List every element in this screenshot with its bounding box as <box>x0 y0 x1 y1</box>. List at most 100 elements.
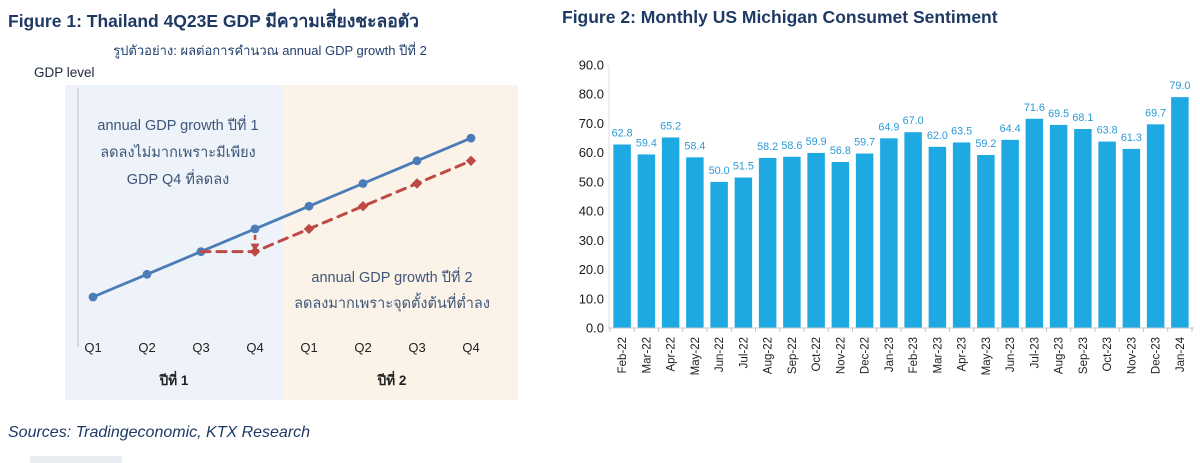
bar-value-label: 50.0 <box>709 165 730 177</box>
gdp-actual-marker <box>466 133 476 143</box>
bar <box>1098 141 1116 328</box>
bar-value-label: 63.5 <box>951 125 972 137</box>
x-tick-label: Nov-23 <box>1126 337 1138 374</box>
y-tick-label: 30.0 <box>579 233 604 248</box>
bar-value-label: 79.0 <box>1169 80 1190 92</box>
x-tick-label: Apr-23 <box>957 337 969 372</box>
x-tick-label: Q3 <box>192 340 209 355</box>
x-tick-label: Oct-22 <box>811 337 823 372</box>
bar-value-label: 61.3 <box>1121 132 1142 144</box>
sources-note: Sources: Tradingeconomic, KTX Research <box>8 424 311 441</box>
bar <box>686 157 704 328</box>
x-tick-label: Sep-22 <box>787 337 799 374</box>
bar <box>928 146 947 328</box>
bar <box>1074 128 1092 328</box>
year1-background <box>65 85 283 400</box>
x-tick-label: Q4 <box>246 340 263 355</box>
bar-value-label: 58.6 <box>781 140 802 152</box>
x-tick-label: Feb-22 <box>617 337 629 373</box>
bar <box>710 181 728 328</box>
y-tick-label: 80.0 <box>579 87 604 102</box>
bar-value-label: 59.9 <box>806 136 827 148</box>
bar <box>758 157 777 328</box>
x-tick-label: Q1 <box>300 340 317 355</box>
figure1-title: Figure 1: Thailand 4Q23E GDP มีความเสี่ย… <box>8 11 419 31</box>
figure2-title: Figure 2: Monthly US Michigan Consumet S… <box>562 7 998 27</box>
y-tick-label: 0.0 <box>586 321 604 336</box>
gdp-revised-marker <box>465 155 477 166</box>
x-tick-label: Q2 <box>138 340 155 355</box>
x-tick-label: Q1 <box>84 340 101 355</box>
gdp-actual-marker <box>412 156 422 166</box>
bar-value-label: 58.4 <box>684 140 705 152</box>
x-tick-label: Q4 <box>462 340 479 355</box>
bar <box>661 137 680 328</box>
figure2-sentiment-bar-chart: 0.0 10.0 20.0 30.0 40.0 50.0 60.0 70.0 80.0 90.0 6… <box>579 58 1194 375</box>
y-tick-label: 70.0 <box>579 116 604 131</box>
bar-value-label: 69.7 <box>1145 107 1166 119</box>
footer-smudge <box>30 456 122 463</box>
bar-value-label: 59.4 <box>636 137 657 149</box>
gdp-actual-marker <box>88 292 98 302</box>
x-tick-label: Jun-22 <box>714 337 726 372</box>
bar <box>1049 124 1068 329</box>
x-tick-label: May-23 <box>981 337 993 375</box>
bar <box>613 144 631 328</box>
bar-value-label: 58.2 <box>757 141 778 153</box>
bar-value-label: 62.8 <box>612 127 633 139</box>
x-tick-label: May-22 <box>690 337 702 375</box>
annotation-year2-line: annual GDP growth ปีที่ 2 <box>311 267 472 286</box>
bar <box>807 152 825 328</box>
gdp-actual-marker <box>250 224 260 234</box>
gdp-actual-line <box>91 136 473 299</box>
gdp-revised-line <box>199 159 473 254</box>
x-tick-label: Apr-22 <box>666 337 678 372</box>
bar <box>977 155 995 328</box>
annotation-year1-line: annual GDP growth ปีที่ 1 <box>97 115 258 134</box>
y-tick-label: 50.0 <box>579 174 604 189</box>
bar <box>831 162 850 328</box>
x-tick-label: Dec-23 <box>1151 337 1163 374</box>
x-tick-label: Jun-23 <box>1005 337 1017 372</box>
bar-value-label: 62.0 <box>927 130 948 142</box>
gdp-revised-marker <box>357 201 369 212</box>
annotation-year1-line: ลดลงไม่มากเพราะมีเพียง <box>100 143 255 161</box>
x-tick-label: Aug-23 <box>1054 337 1066 374</box>
bar <box>1171 97 1189 328</box>
annotation-year2-line: ลดลงมากเพราะจุดตั้งต้นที่ต่ำลง <box>294 292 490 312</box>
bar-value-label: 68.1 <box>1072 112 1093 124</box>
bar <box>783 156 801 328</box>
x-tick-label: Mar-23 <box>932 337 944 373</box>
bar-value-label: 59.7 <box>854 137 875 149</box>
bar-value-label: 64.9 <box>878 121 899 133</box>
x-tick-label: Aug-22 <box>763 337 775 374</box>
bar <box>637 154 656 328</box>
bar <box>952 142 971 328</box>
bar-value-label: 59.2 <box>975 138 996 150</box>
gdp-actual-marker <box>304 201 314 211</box>
year2-background <box>283 85 518 400</box>
y-axis-label: GDP level <box>34 65 95 80</box>
y-tick-label: 40.0 <box>579 204 604 219</box>
bar <box>734 177 753 328</box>
bar <box>880 138 898 328</box>
bar-value-label: 51.5 <box>733 161 754 173</box>
x-tick-label: Jan-23 <box>884 337 896 372</box>
bar-value-label: 71.6 <box>1024 102 1045 114</box>
bar-value-label: 64.4 <box>1000 123 1021 135</box>
bar <box>1146 124 1165 329</box>
bar <box>1025 118 1044 328</box>
bar <box>904 132 922 328</box>
annotation-year1-line: GDP Q4 ที่ลดลง <box>127 169 229 188</box>
y-tick-label: 90.0 <box>579 58 604 73</box>
gdp-revised-marker <box>303 223 315 235</box>
x-tick-label: Feb-23 <box>908 337 920 373</box>
x-tick-label: Sep-23 <box>1078 337 1090 374</box>
bar <box>855 153 874 328</box>
x-tick-label: Dec-22 <box>860 337 872 374</box>
y-tick-label: 60.0 <box>579 145 604 160</box>
x-tick-label: Mar-22 <box>641 337 653 373</box>
bar-value-label: 63.8 <box>1097 125 1118 137</box>
gdp-actual-marker <box>142 269 152 279</box>
